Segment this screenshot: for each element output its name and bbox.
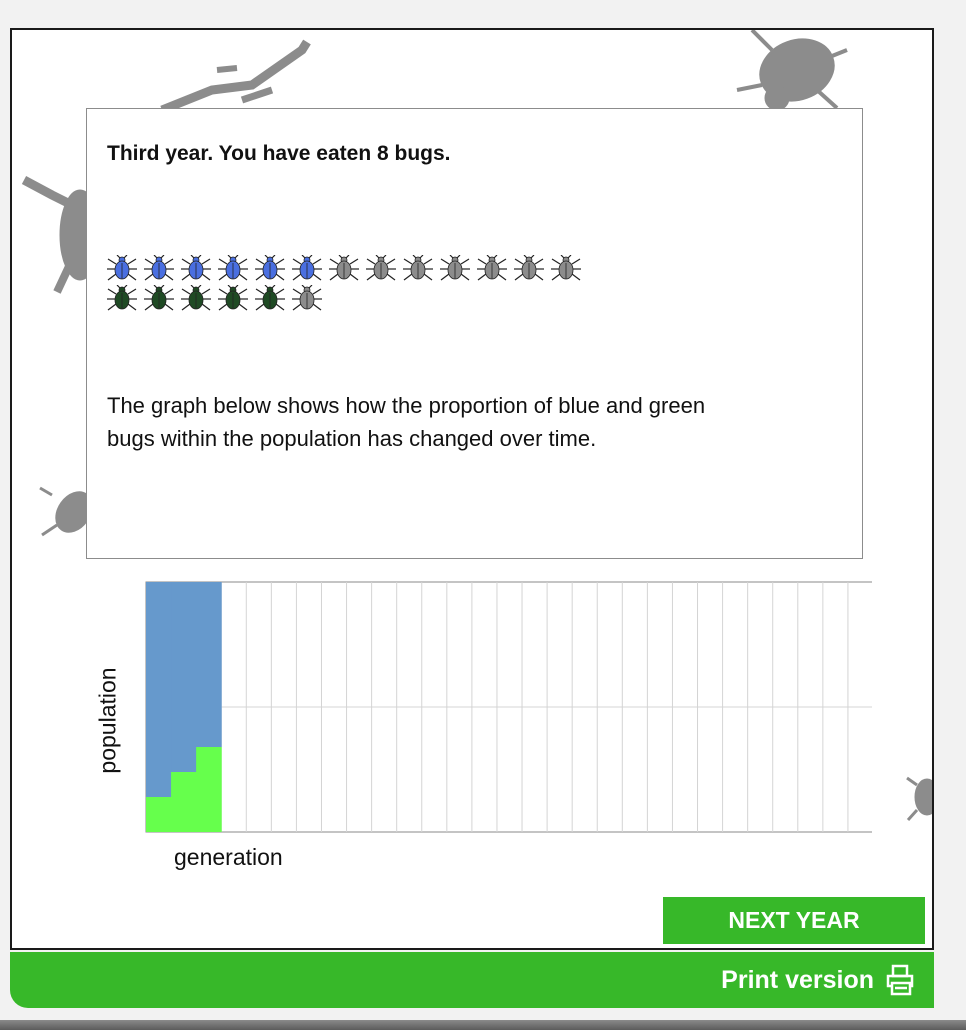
green-population-bar — [171, 772, 197, 832]
eaten-bug-icon — [290, 285, 327, 311]
eaten-bug-icon — [401, 255, 438, 281]
bug-rows — [105, 255, 625, 315]
bug-row — [105, 285, 625, 313]
next-year-button[interactable]: NEXT YEAR — [663, 897, 925, 944]
blue-beetle-icon — [253, 255, 290, 281]
green-population-bar — [196, 747, 222, 832]
eaten-bug-icon — [438, 255, 475, 281]
message-panel: Third year. You have eaten 8 bugs. The g… — [86, 108, 863, 559]
eaten-bug-icon — [327, 255, 364, 281]
green-beetle-icon — [105, 285, 142, 311]
green-beetle-icon — [179, 285, 216, 311]
green-beetle-icon — [253, 285, 290, 311]
green-beetle-icon — [216, 285, 253, 311]
blue-beetle-icon — [290, 255, 327, 281]
eaten-bug-icon — [475, 255, 512, 281]
message-title: Third year. You have eaten 8 bugs. — [107, 142, 451, 165]
blue-beetle-icon — [216, 255, 253, 281]
x-axis-label: generation — [174, 844, 283, 870]
blue-population-bar — [196, 582, 222, 747]
game-frame: Third year. You have eaten 8 bugs. The g… — [10, 28, 934, 950]
green-beetle-icon — [142, 285, 179, 311]
chart-plot — [145, 581, 872, 833]
blue-population-bar — [146, 582, 172, 797]
blue-beetle-icon — [142, 255, 179, 281]
print-version-label: Print version — [721, 965, 874, 994]
message-body: The graph below shows how the proportion… — [107, 393, 706, 451]
eaten-bug-icon — [549, 255, 586, 281]
print-version-link[interactable]: Print version — [721, 963, 918, 997]
printer-icon — [886, 964, 914, 996]
blue-beetle-icon — [105, 255, 142, 281]
blue-beetle-icon — [179, 255, 216, 281]
eaten-bug-icon — [364, 255, 401, 281]
y-axis-label: population — [94, 666, 121, 774]
bug-row — [105, 255, 625, 283]
eaten-bug-icon — [512, 255, 549, 281]
green-population-bar — [146, 797, 172, 832]
window-bottom-strip — [0, 1020, 966, 1030]
y-axis-label-wrapper: population — [88, 570, 128, 870]
blue-population-bar — [171, 582, 197, 772]
population-chart: population generation — [72, 570, 872, 870]
footer-bar: Print version — [10, 952, 934, 1008]
